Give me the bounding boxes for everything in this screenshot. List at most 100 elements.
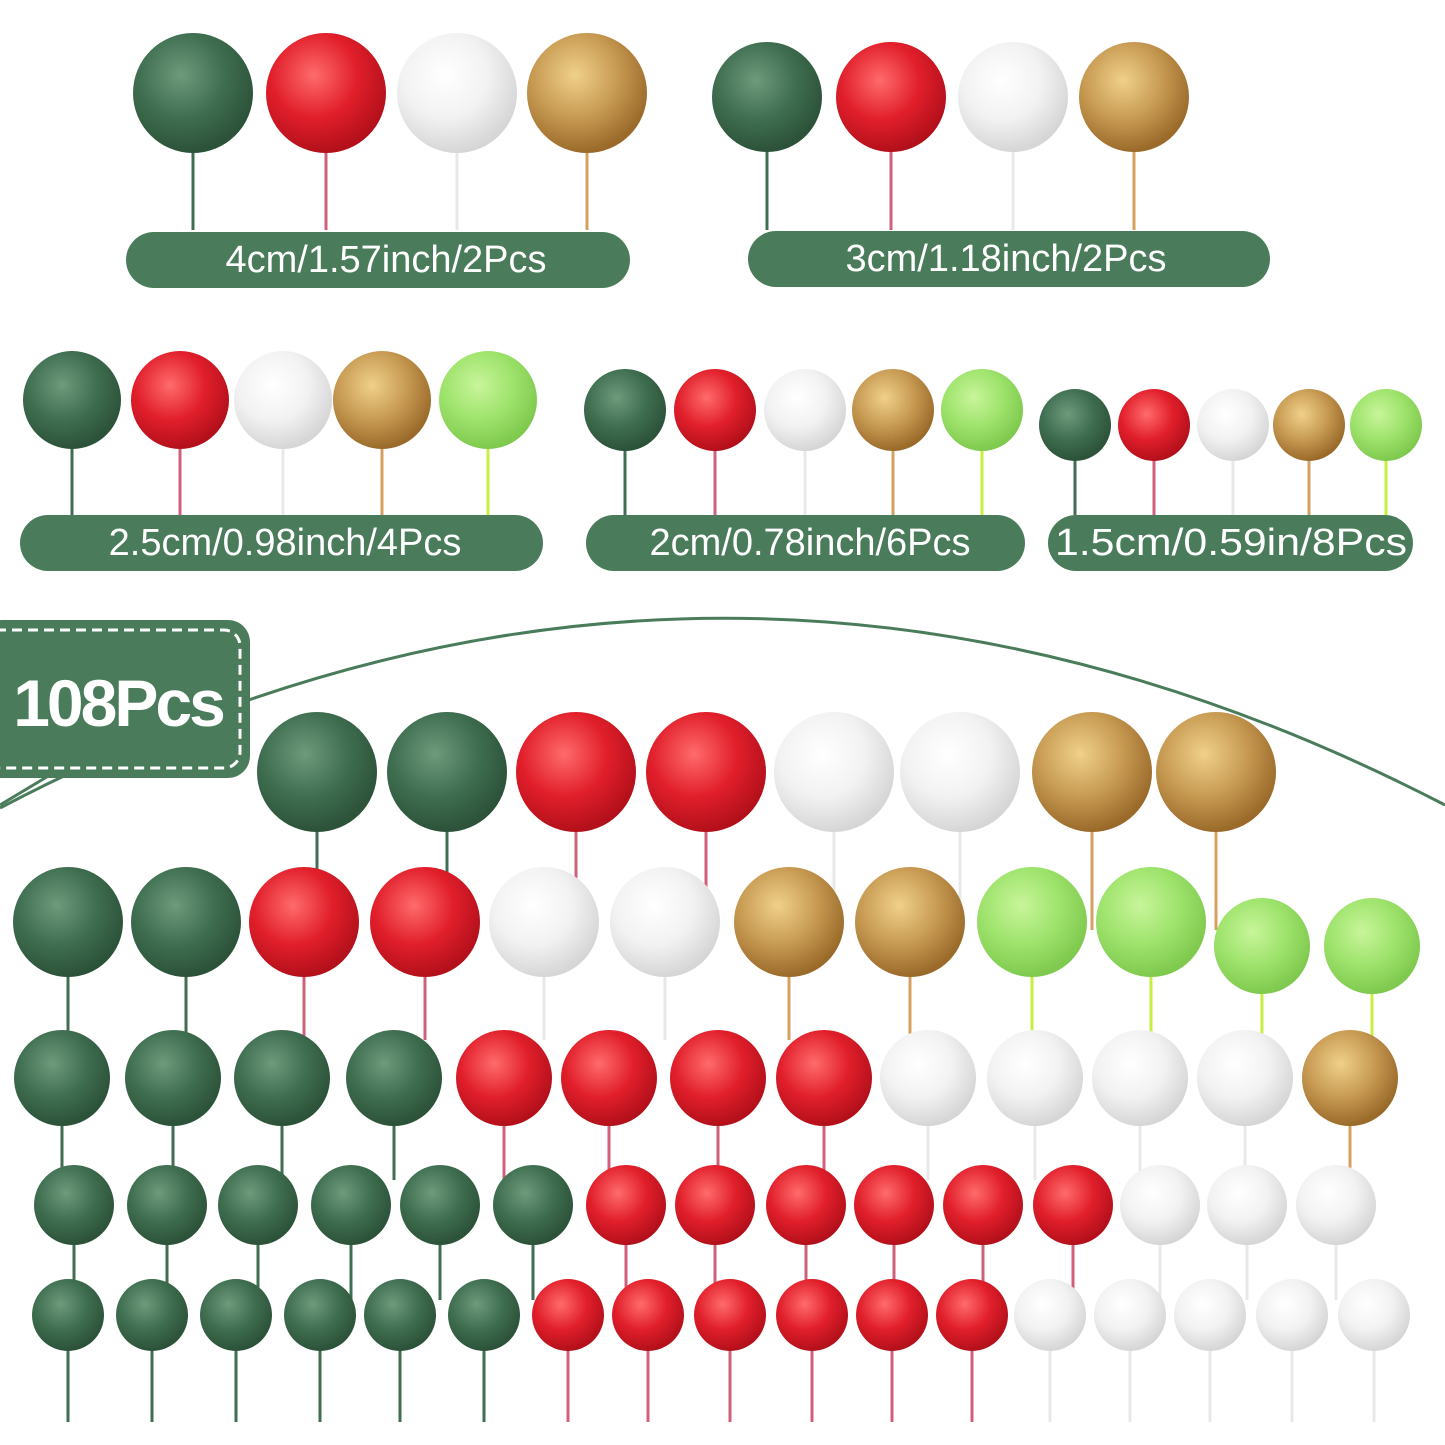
green-ball (131, 867, 241, 977)
size-label-2-5cm: 2.5cm/0.98inch/4Pcs (20, 515, 543, 571)
white-ball (774, 712, 894, 832)
gold-ball (527, 33, 647, 153)
white-ball (397, 33, 517, 153)
white-ball (764, 369, 846, 451)
badge-text: 108Pcs (13, 666, 223, 740)
lime-ball (941, 369, 1023, 451)
white-ball (234, 351, 332, 449)
red-ball (456, 1030, 552, 1126)
green-ball (448, 1279, 520, 1351)
red-ball (612, 1279, 684, 1351)
red-ball (370, 867, 480, 977)
red-ball (131, 351, 229, 449)
green-ball (400, 1165, 480, 1245)
green-ball (257, 712, 377, 832)
size-label-text: 3cm/1.18inch/2Pcs (845, 238, 1166, 280)
green-ball (387, 712, 507, 832)
white-ball (987, 1030, 1083, 1126)
green-ball (712, 42, 822, 152)
red-ball (936, 1279, 1008, 1351)
white-ball (489, 867, 599, 977)
white-ball (958, 42, 1068, 152)
lime-ball (1324, 898, 1420, 994)
white-ball (1094, 1279, 1166, 1351)
red-ball (836, 42, 946, 152)
red-ball (670, 1030, 766, 1126)
lime-ball (1350, 389, 1422, 461)
green-ball (493, 1165, 573, 1245)
white-ball (1338, 1279, 1410, 1351)
size-label-text: 2.5cm/0.98inch/4Pcs (109, 522, 462, 564)
lime-ball (977, 867, 1087, 977)
white-ball (1014, 1279, 1086, 1351)
size-label-1-5cm: 1.5cm/0.59in/8Pcs (1048, 515, 1413, 571)
green-ball (364, 1279, 436, 1351)
white-ball (1197, 389, 1269, 461)
size-label-text: 1.5cm/0.59in/8Pcs (1055, 522, 1407, 564)
size-label-text: 2cm/0.78inch/6Pcs (649, 522, 970, 564)
quantity-badge: 108Pcs (0, 620, 250, 778)
size-label-2cm: 2cm/0.78inch/6Pcs (586, 515, 1025, 571)
white-ball (1207, 1165, 1287, 1245)
badge-connector (0, 773, 51, 807)
red-ball (856, 1279, 928, 1351)
gold-ball (1156, 712, 1276, 832)
green-ball (14, 1030, 110, 1126)
gold-ball (1032, 712, 1152, 832)
red-ball (532, 1279, 604, 1351)
green-ball (200, 1279, 272, 1351)
green-ball (34, 1165, 114, 1245)
green-ball (133, 33, 253, 153)
red-ball (776, 1279, 848, 1351)
lime-ball (439, 351, 537, 449)
red-ball (646, 712, 766, 832)
red-ball (586, 1165, 666, 1245)
red-ball (943, 1165, 1023, 1245)
green-ball (284, 1279, 356, 1351)
red-ball (766, 1165, 846, 1245)
red-ball (1033, 1165, 1113, 1245)
green-ball (32, 1279, 104, 1351)
white-ball (1296, 1165, 1376, 1245)
gold-ball (333, 351, 431, 449)
gold-ball (855, 867, 965, 977)
size-label-3cm: 3cm/1.18inch/2Pcs (748, 231, 1270, 287)
size-label-4cm: 4cm/1.57inch/2Pcs (126, 232, 630, 288)
green-ball (218, 1165, 298, 1245)
white-ball (1197, 1030, 1293, 1126)
red-ball (776, 1030, 872, 1126)
green-ball (346, 1030, 442, 1126)
white-ball (1256, 1279, 1328, 1351)
green-ball (13, 867, 123, 977)
white-ball (610, 867, 720, 977)
lime-ball (1214, 898, 1310, 994)
green-ball (234, 1030, 330, 1126)
red-ball (516, 712, 636, 832)
green-ball (311, 1165, 391, 1245)
green-ball (125, 1030, 221, 1126)
gold-ball (852, 369, 934, 451)
green-ball (1039, 389, 1111, 461)
red-ball (694, 1279, 766, 1351)
red-ball (1118, 389, 1190, 461)
green-ball (127, 1165, 207, 1245)
white-ball (880, 1030, 976, 1126)
white-ball (1120, 1165, 1200, 1245)
white-ball (900, 712, 1020, 832)
red-ball (249, 867, 359, 977)
gold-ball (1273, 389, 1345, 461)
gold-ball (1302, 1030, 1398, 1126)
white-ball (1174, 1279, 1246, 1351)
red-ball (561, 1030, 657, 1126)
gold-ball (1079, 42, 1189, 152)
green-ball (23, 351, 121, 449)
white-ball (1092, 1030, 1188, 1126)
size-label-text: 4cm/1.57inch/2Pcs (225, 239, 546, 281)
red-ball (674, 369, 756, 451)
red-ball (675, 1165, 755, 1245)
green-ball (116, 1279, 188, 1351)
gold-ball (734, 867, 844, 977)
red-ball (854, 1165, 934, 1245)
red-ball (266, 33, 386, 153)
